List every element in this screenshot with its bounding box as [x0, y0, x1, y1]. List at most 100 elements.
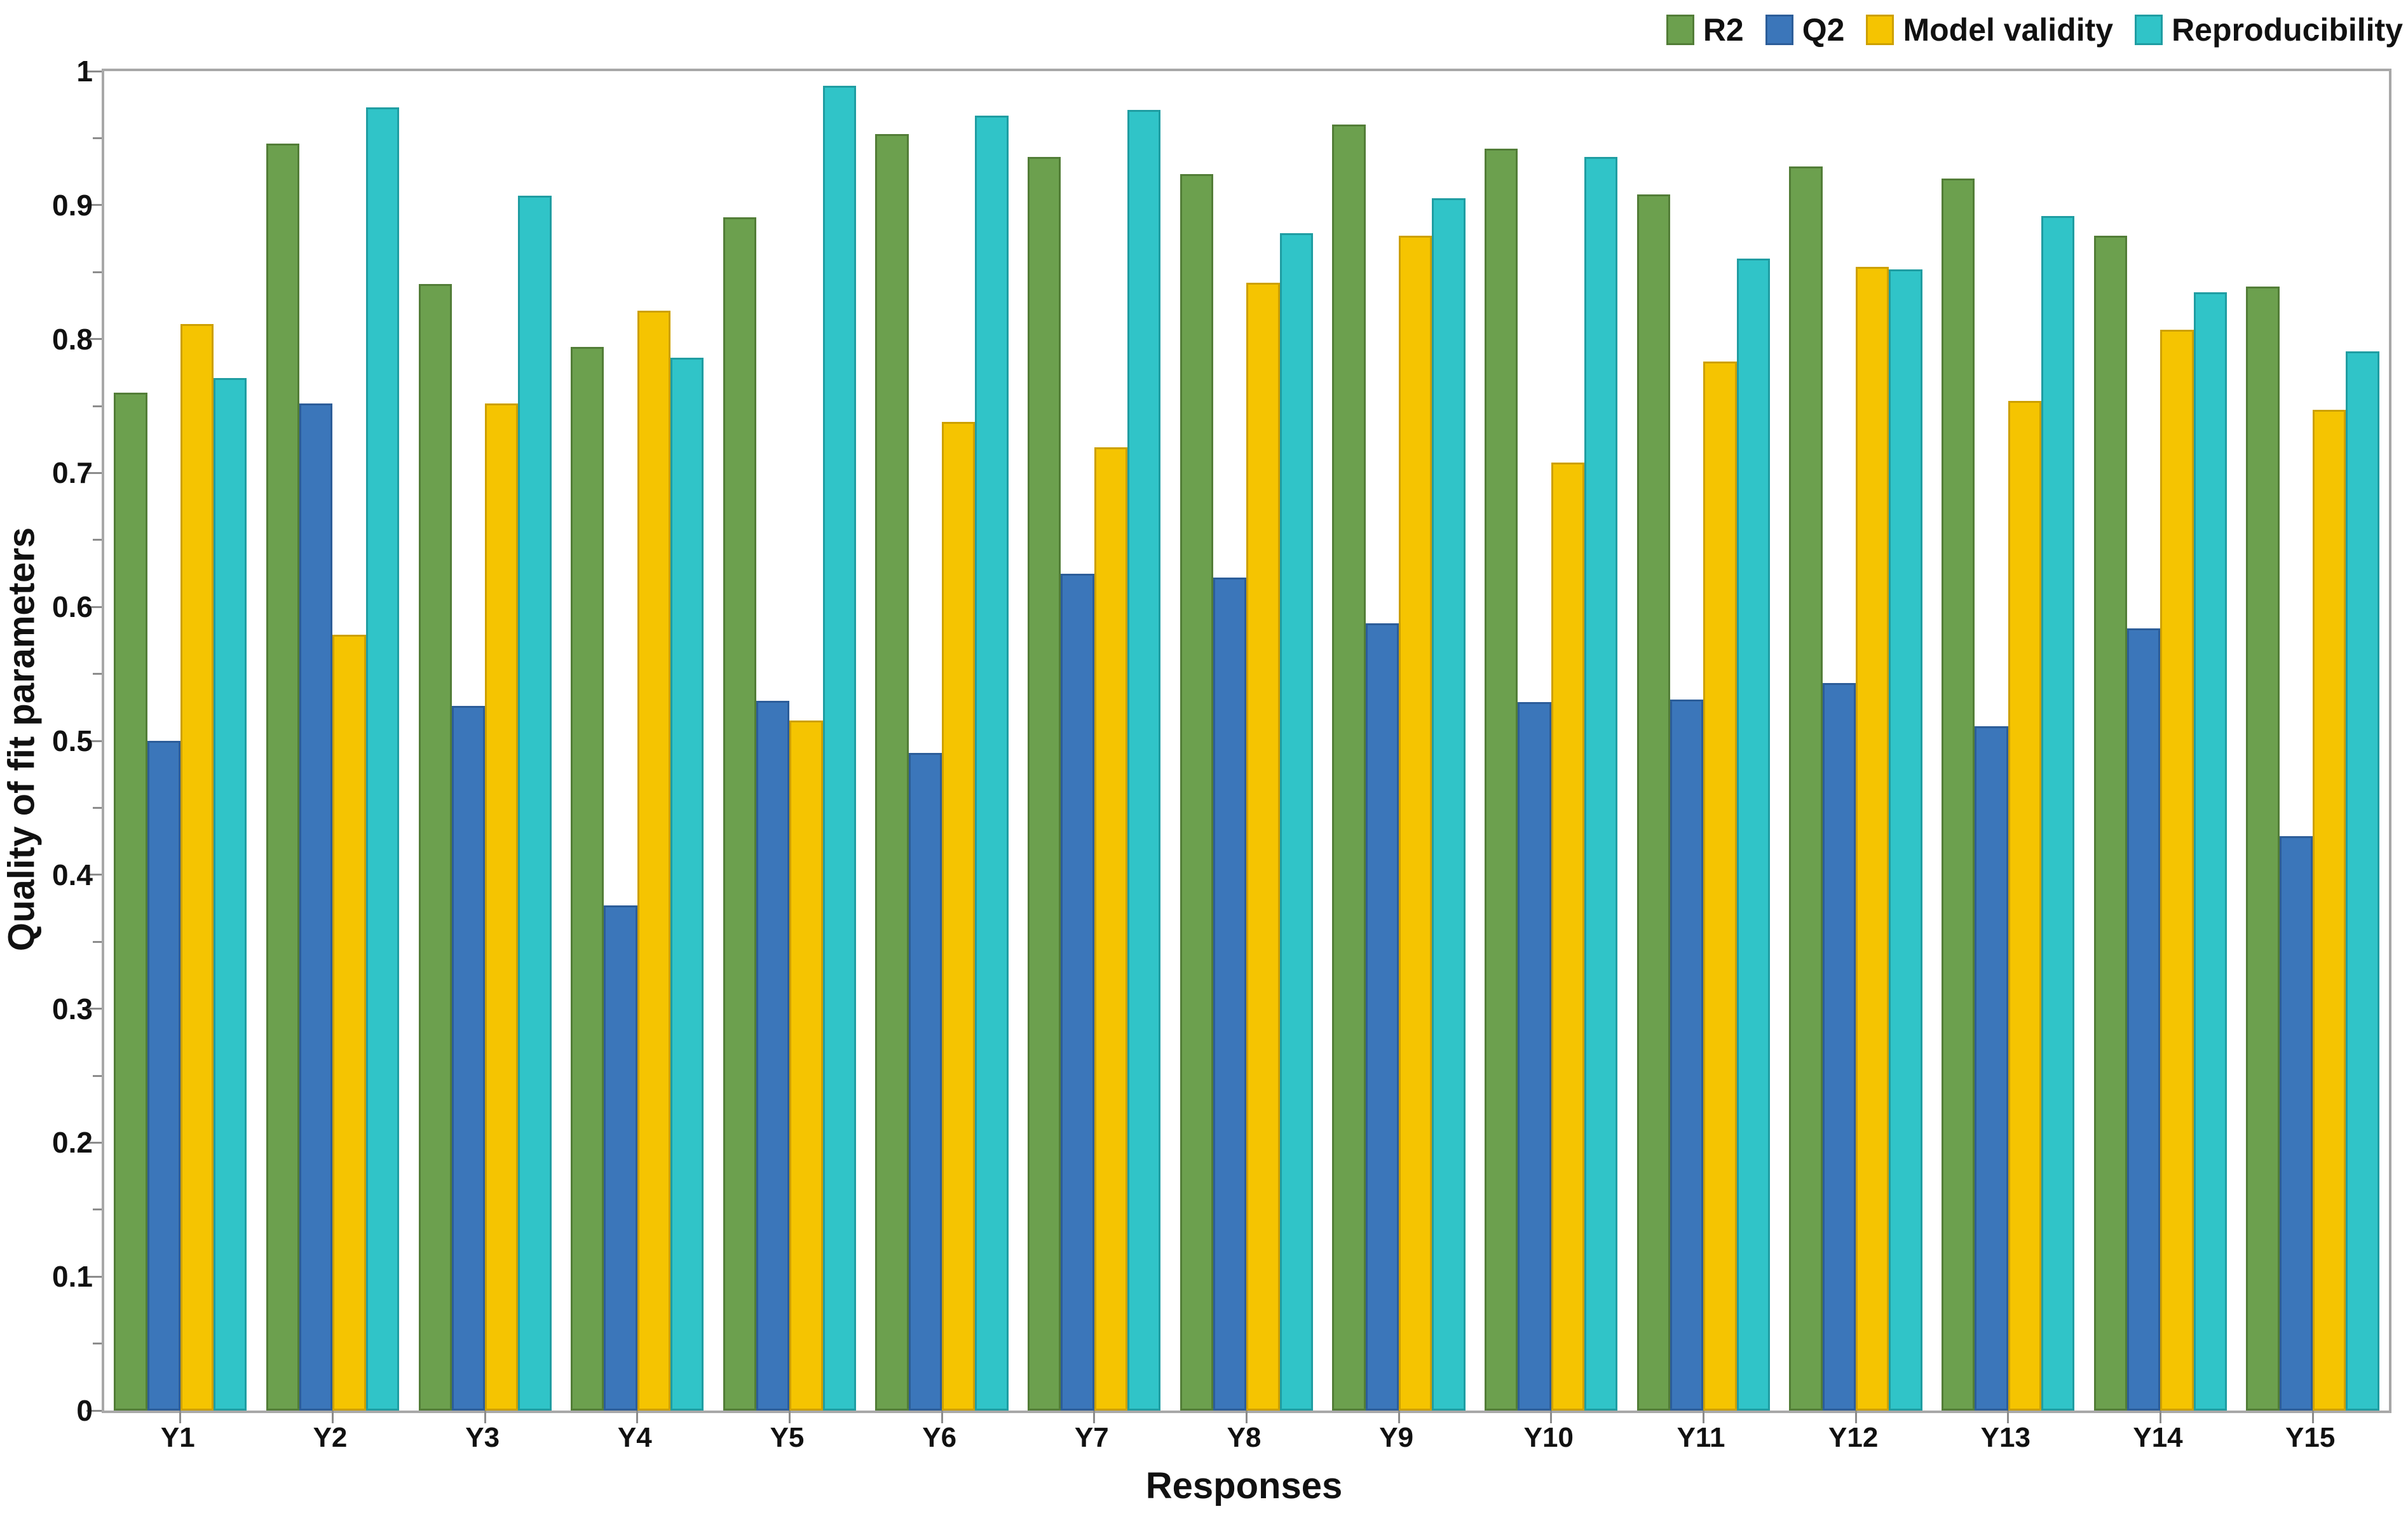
bar-y9-model-validity	[1399, 236, 1432, 1411]
bar-y15-reproducibility	[2346, 351, 2379, 1411]
y-tick-label: 0.2	[52, 1126, 93, 1160]
legend-item-reproducibility: Reproducibility	[2135, 11, 2403, 48]
bar-y3-q2	[451, 706, 486, 1411]
x-tick	[789, 1411, 791, 1423]
bar-y5-model-validity	[789, 721, 823, 1411]
bar-y8-r2	[1180, 174, 1214, 1411]
y-major-tick	[86, 874, 102, 876]
bar-group-y11	[1628, 71, 1780, 1411]
x-tick-label-y2: Y2	[313, 1422, 348, 1453]
bar-y13-model-validity	[2008, 400, 2042, 1411]
bar-series-container	[104, 71, 2389, 1411]
y-major-tick	[86, 1409, 102, 1412]
bar-y5-q2	[756, 700, 790, 1411]
bar-y1-reproducibility	[214, 377, 247, 1411]
x-tick-label-y14: Y14	[2133, 1422, 2183, 1453]
bar-y15-r2	[2246, 287, 2280, 1411]
bar-y4-model-validity	[637, 311, 671, 1411]
bar-y2-model-validity	[332, 635, 366, 1411]
y-minor-tick	[93, 1343, 102, 1345]
bar-y6-q2	[908, 752, 942, 1411]
y-tick-label: 0.7	[52, 456, 93, 490]
y-tick-label: 0.3	[52, 992, 93, 1025]
x-tick	[941, 1411, 943, 1423]
x-axis-title: Responses	[1145, 1465, 1343, 1506]
legend-label: R2	[1703, 12, 1744, 48]
y-minor-tick	[93, 271, 102, 273]
x-tick	[1246, 1411, 1248, 1423]
legend-label: Q2	[1802, 12, 1845, 48]
x-tick-label-y10: Y10	[1523, 1422, 1574, 1453]
bar-y12-r2	[1789, 166, 1823, 1411]
x-tick	[1703, 1411, 1704, 1423]
bar-y4-reproducibility	[670, 358, 704, 1411]
y-tick-label: 0.8	[52, 322, 93, 356]
bar-y5-r2	[723, 217, 757, 1411]
bar-y7-model-validity	[1094, 447, 1128, 1411]
x-tick-label-y15: Y15	[2285, 1422, 2336, 1453]
legend-label: Reproducibility	[2172, 12, 2403, 48]
x-tick-label-y6: Y6	[922, 1422, 957, 1453]
y-tick-label: 0	[76, 1394, 93, 1427]
y-axis-title: Quality of fit parameters	[1, 527, 43, 952]
bar-group-y6	[866, 71, 1018, 1411]
bar-y14-reproducibility	[2193, 292, 2227, 1411]
bar-y2-q2	[299, 403, 333, 1411]
x-tick-label-y13: Y13	[1980, 1422, 2030, 1453]
y-major-tick	[86, 204, 102, 206]
bar-group-y9	[1323, 71, 1475, 1411]
x-tick	[484, 1411, 486, 1423]
bar-y9-r2	[1332, 125, 1366, 1411]
y-tick-label: 0.5	[52, 724, 93, 757]
bar-group-y14	[2085, 71, 2237, 1411]
y-tick-label: 1	[76, 55, 93, 88]
y-major-tick	[86, 1275, 102, 1278]
bar-y6-r2	[875, 134, 909, 1411]
legend-swatch-reproducibility	[2135, 15, 2163, 45]
y-minor-tick	[93, 405, 102, 407]
bar-group-y15	[2236, 71, 2389, 1411]
y-major-tick	[86, 338, 102, 341]
legend-item-r2: R2	[1666, 11, 1744, 48]
plot-area: 0 0.1 0.2 0.3 0.4 0.5 0.6 0.7 0.8 0.9 1	[52, 55, 2391, 1427]
bar-y2-reproducibility	[365, 107, 400, 1411]
bar-y5-reproducibility	[822, 86, 857, 1411]
bar-y14-model-validity	[2160, 329, 2194, 1411]
bar-group-y5	[714, 71, 866, 1411]
bar-y2-r2	[266, 143, 300, 1411]
bar-group-y2	[257, 71, 409, 1411]
bar-y12-reproducibility	[1889, 269, 1922, 1411]
bar-y12-model-validity	[1856, 266, 1889, 1411]
y-minor-tick	[93, 940, 102, 943]
x-tick-label-y12: Y12	[1828, 1422, 1879, 1453]
bar-y11-q2	[1670, 699, 1704, 1411]
x-tick	[332, 1411, 334, 1423]
y-major-tick	[86, 606, 102, 608]
bar-y10-r2	[1485, 149, 1518, 1411]
x-tick-label-y4: Y4	[617, 1422, 652, 1453]
bar-y3-r2	[418, 284, 452, 1411]
x-tick	[1093, 1411, 1096, 1423]
bar-y6-model-validity	[942, 422, 976, 1411]
y-minor-tick	[93, 137, 102, 139]
legend-swatch-model-validity	[1866, 15, 1894, 45]
y-minor-tick	[93, 806, 102, 809]
x-tick-label-y11: Y11	[1677, 1422, 1725, 1453]
bar-y9-reproducibility	[1432, 198, 1466, 1411]
x-tick	[1550, 1411, 1553, 1423]
x-tick	[1854, 1411, 1857, 1423]
bar-y4-q2	[604, 905, 637, 1411]
x-tick	[636, 1411, 639, 1423]
bar-y11-model-validity	[1703, 362, 1737, 1411]
x-tick	[2311, 1411, 2314, 1423]
bar-y11-r2	[1636, 194, 1671, 1411]
y-minor-tick	[93, 673, 102, 675]
legend-item-q2: Q2	[1765, 11, 1845, 48]
bar-y10-q2	[1518, 701, 1551, 1411]
bar-y1-model-validity	[180, 324, 214, 1411]
chart-legend: R2 Q2 Model validity Reproducibility	[1666, 11, 2403, 48]
bar-group-y12	[1779, 71, 1932, 1411]
bar-y1-r2	[114, 392, 147, 1411]
bar-group-y3	[409, 71, 561, 1411]
bar-y8-reproducibility	[1279, 233, 1314, 1411]
